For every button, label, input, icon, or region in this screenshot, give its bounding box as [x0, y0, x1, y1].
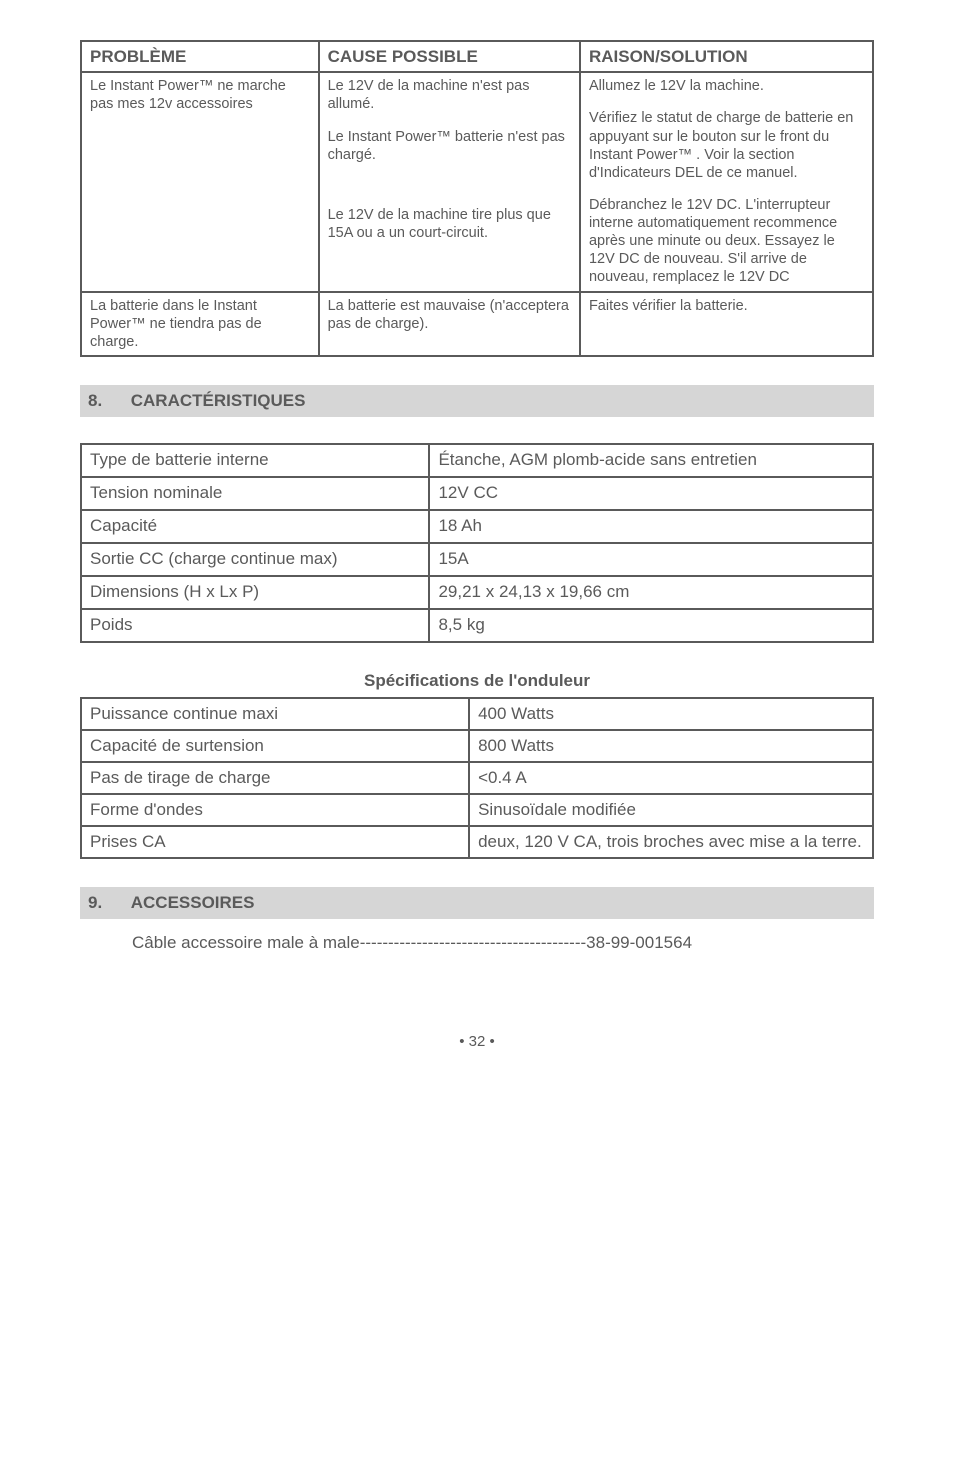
- table-row: Le Instant Power™ ne marche pas mes 12v …: [81, 72, 873, 291]
- sol-1a: Allumez le 12V la machine.: [589, 77, 864, 95]
- spec-value: Étanche, AGM plomb-acide sans entretien: [429, 444, 873, 477]
- specs-table: Type de batterie interneÉtanche, AGM plo…: [80, 443, 874, 643]
- cause-1a: Le 12V de la machine n'est pas allumé.: [328, 77, 571, 113]
- section-8-num: 8.: [88, 391, 126, 411]
- spec-value: 15A: [429, 543, 873, 576]
- section-8-heading: 8. CARACTÉRISTIQUES: [80, 385, 874, 417]
- sol-1b: Vérifiez le statut de charge de batterie…: [589, 109, 864, 182]
- spec-value: 12V CC: [429, 477, 873, 510]
- sol-1c: Débranchez le 12V DC. L'interrupteur int…: [589, 196, 864, 287]
- spec-value: 8,5 kg: [429, 609, 873, 642]
- spec-label: Tension nominale: [81, 477, 429, 510]
- table-row: Capacité de surtension800 Watts: [81, 730, 873, 762]
- section-9-title: ACCESSOIRES: [131, 893, 255, 913]
- cell-solutions-1: Allumez le 12V la machine. Vérifiez le s…: [580, 72, 873, 291]
- cell-probleme-1: Le Instant Power™ ne marche pas mes 12v …: [81, 72, 319, 291]
- section-9-num: 9.: [88, 893, 126, 913]
- section-8-title: CARACTÉRISTIQUES: [131, 391, 306, 411]
- accessory-line: Câble accessoire male à male------------…: [80, 933, 874, 953]
- inv-label: Forme d'ondes: [81, 794, 469, 826]
- cause-1b: Le Instant Power™ batterie n'est pas cha…: [328, 128, 571, 164]
- page-number: • 32 •: [80, 1033, 874, 1050]
- spec-label: Poids: [81, 609, 429, 642]
- table-row: Capacité18 Ah: [81, 510, 873, 543]
- table-row: Prises CAdeux, 120 V CA, trois broches a…: [81, 826, 873, 858]
- table-row: Poids8,5 kg: [81, 609, 873, 642]
- spec-label: Sortie CC (charge continue max): [81, 543, 429, 576]
- inv-value: Sinusoïdale modifiée: [469, 794, 873, 826]
- inv-label: Prises CA: [81, 826, 469, 858]
- table-row: Dimensions (H x Lx P)29,21 x 24,13 x 19,…: [81, 576, 873, 609]
- table-row: Sortie CC (charge continue max)15A: [81, 543, 873, 576]
- table-row: Puissance continue maxi400 Watts: [81, 698, 873, 730]
- cell-cause-2: La batterie est mauvaise (n'acceptera pa…: [319, 292, 580, 356]
- header-cause: CAUSE POSSIBLE: [319, 41, 580, 72]
- table-row: Pas de tirage de charge<0.4 A: [81, 762, 873, 794]
- table-row: Type de batterie interneÉtanche, AGM plo…: [81, 444, 873, 477]
- header-probleme: PROBLÈME: [81, 41, 319, 72]
- section-9-heading: 9. ACCESSOIRES: [80, 887, 874, 919]
- inv-label: Capacité de surtension: [81, 730, 469, 762]
- inv-value: deux, 120 V CA, trois broches avec mise …: [469, 826, 873, 858]
- inv-value: 800 Watts: [469, 730, 873, 762]
- inv-label: Puissance continue maxi: [81, 698, 469, 730]
- inv-value: <0.4 A: [469, 762, 873, 794]
- inv-value: 400 Watts: [469, 698, 873, 730]
- inv-label: Pas de tirage de charge: [81, 762, 469, 794]
- cell-probleme-2: La batterie dans le Instant Power™ ne ti…: [81, 292, 319, 356]
- table-row: Forme d'ondesSinusoïdale modifiée: [81, 794, 873, 826]
- inverter-specs-table: Puissance continue maxi400 Watts Capacit…: [80, 697, 874, 859]
- cell-causes-1: Le 12V de la machine n'est pas allumé. L…: [319, 72, 580, 291]
- spec-label: Capacité: [81, 510, 429, 543]
- table-row: Tension nominale12V CC: [81, 477, 873, 510]
- spec-value: 29,21 x 24,13 x 19,66 cm: [429, 576, 873, 609]
- table-row: La batterie dans le Instant Power™ ne ti…: [81, 292, 873, 356]
- spec-label: Type de batterie interne: [81, 444, 429, 477]
- spec-value: 18 Ah: [429, 510, 873, 543]
- spec-label: Dimensions (H x Lx P): [81, 576, 429, 609]
- cell-solution-2: Faites vérifier la batterie.: [580, 292, 873, 356]
- cause-1c: Le 12V de la machine tire plus que 15A o…: [328, 206, 571, 242]
- troubleshooting-table: PROBLÈME CAUSE POSSIBLE RAISON/SOLUTION …: [80, 40, 874, 357]
- inverter-subheading: Spécifications de l'onduleur: [80, 671, 874, 691]
- header-solution: RAISON/SOLUTION: [580, 41, 873, 72]
- table-header-row: PROBLÈME CAUSE POSSIBLE RAISON/SOLUTION: [81, 41, 873, 72]
